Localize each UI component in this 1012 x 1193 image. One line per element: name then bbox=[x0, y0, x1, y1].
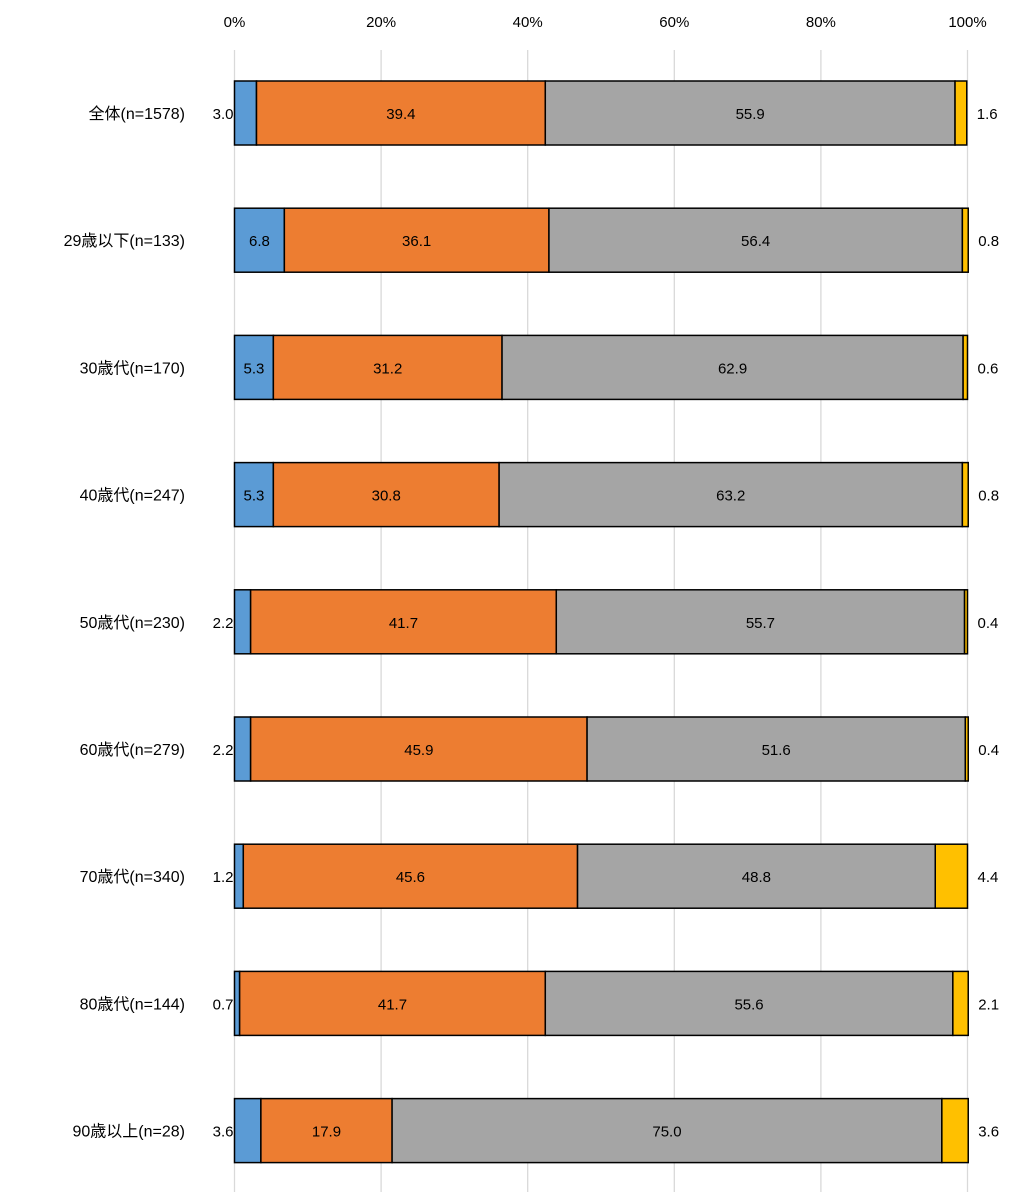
data-label: 1.6 bbox=[977, 106, 998, 123]
data-label: 0.4 bbox=[978, 742, 999, 759]
data-label: 5.3 bbox=[243, 488, 264, 505]
category-label: 70歳代(n=340) bbox=[80, 868, 185, 886]
bar-segment bbox=[283, 207, 550, 273]
bar-segment bbox=[249, 589, 558, 655]
data-label: 0.8 bbox=[978, 488, 999, 505]
data-label: 4.4 bbox=[978, 869, 999, 886]
bar-segment bbox=[576, 843, 936, 909]
data-label: 0.8 bbox=[978, 233, 999, 250]
data-label: 55.6 bbox=[734, 996, 763, 1013]
x-tick-label: 0% bbox=[224, 14, 246, 31]
category-label: 80歳代(n=144) bbox=[80, 995, 185, 1013]
data-label: 31.2 bbox=[373, 360, 402, 377]
bar-segment bbox=[941, 1097, 969, 1164]
data-label: 45.9 bbox=[404, 742, 433, 759]
data-label: 0.4 bbox=[978, 615, 999, 632]
data-label: 1.2 bbox=[213, 869, 234, 886]
bar-segment bbox=[272, 334, 503, 401]
bar-segment bbox=[548, 207, 964, 273]
bar-segment bbox=[963, 589, 969, 655]
bar-segment bbox=[961, 461, 969, 528]
bar-segment bbox=[238, 970, 547, 1037]
bar-segment bbox=[233, 334, 275, 401]
bar-segment bbox=[233, 1097, 262, 1164]
category-label: 30歳代(n=170) bbox=[80, 359, 185, 377]
bar-segment bbox=[961, 207, 969, 273]
data-label: 39.4 bbox=[386, 106, 415, 123]
data-label: 3.6 bbox=[213, 1124, 234, 1141]
bar-segment bbox=[391, 1097, 943, 1164]
x-tick-label: 60% bbox=[659, 14, 689, 31]
bar-segment bbox=[233, 716, 252, 782]
data-label: 3.0 bbox=[213, 106, 234, 123]
category-label: 50歳代(n=230) bbox=[80, 614, 185, 632]
category-label: 全体(n=1578) bbox=[89, 105, 186, 123]
bar-segment bbox=[233, 843, 245, 909]
data-label: 51.6 bbox=[762, 742, 791, 759]
bar-segment bbox=[954, 80, 968, 146]
data-label: 45.6 bbox=[396, 869, 425, 886]
bar-segment bbox=[233, 461, 275, 528]
data-label: 6.8 bbox=[249, 233, 270, 250]
bar-segment bbox=[964, 716, 969, 782]
x-axis-ticks: 0% 20% 40% 60% 80% 100% bbox=[224, 14, 987, 31]
data-label: 17.9 bbox=[312, 1124, 341, 1141]
bar-segment bbox=[233, 970, 241, 1037]
data-label: 36.1 bbox=[402, 233, 431, 250]
bar-segment bbox=[498, 461, 964, 528]
x-tick-label: 80% bbox=[806, 14, 836, 31]
bar-segment bbox=[233, 589, 252, 655]
bar-segment bbox=[501, 334, 964, 401]
bars bbox=[233, 80, 969, 1164]
data-label: 55.7 bbox=[746, 615, 775, 632]
data-label: 56.4 bbox=[741, 233, 770, 250]
x-tick-label: 100% bbox=[948, 14, 986, 31]
bar-segment bbox=[555, 589, 966, 655]
bar-segment bbox=[952, 970, 969, 1037]
bar-segment bbox=[934, 843, 969, 909]
data-label: 62.9 bbox=[718, 360, 747, 377]
data-label: 41.7 bbox=[389, 615, 418, 632]
data-label: 30.8 bbox=[372, 488, 401, 505]
data-label: 63.2 bbox=[716, 488, 745, 505]
bar-segment bbox=[272, 461, 500, 528]
category-label: 60歳代(n=279) bbox=[80, 741, 185, 759]
bar-segment bbox=[255, 80, 547, 146]
data-label: 2.1 bbox=[978, 996, 999, 1013]
bar-segment bbox=[249, 716, 588, 782]
data-label: 0.6 bbox=[978, 360, 999, 377]
bar-segment bbox=[233, 80, 258, 146]
data-label: 2.2 bbox=[213, 615, 234, 632]
data-label: 5.3 bbox=[243, 360, 264, 377]
bar-segment bbox=[962, 334, 969, 401]
data-label: 41.7 bbox=[378, 996, 407, 1013]
category-label: 29歳以下(n=133) bbox=[64, 232, 185, 250]
data-labels: 3.0 39.4 55.9 1.6 6.8 36.1 56.4 0.8 5.3 31.2 62.9 0… bbox=[213, 106, 999, 1141]
category-label: 40歳代(n=247) bbox=[80, 487, 185, 505]
data-label: 2.2 bbox=[213, 742, 234, 759]
x-tick-label: 20% bbox=[366, 14, 396, 31]
data-label: 0.7 bbox=[213, 996, 234, 1013]
data-label: 75.0 bbox=[652, 1124, 681, 1141]
data-label: 48.8 bbox=[742, 869, 771, 886]
data-label: 3.6 bbox=[978, 1124, 999, 1141]
category-labels: 全体(n=1578) 29歳以下(n=133) 30歳代(n=170) 40歳代(n=… bbox=[64, 105, 185, 1141]
x-tick-label: 40% bbox=[513, 14, 543, 31]
data-label: 55.9 bbox=[736, 106, 765, 123]
category-label: 90歳以上(n=28) bbox=[73, 1123, 186, 1141]
